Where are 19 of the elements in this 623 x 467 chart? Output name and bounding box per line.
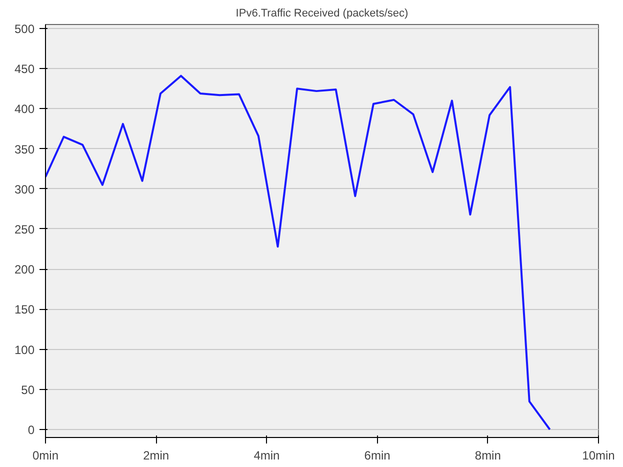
x-tick-label: 0min (32, 448, 59, 462)
y-tick-label: 100 (14, 342, 35, 357)
x-tick-label: 4min (254, 448, 280, 462)
x-tick-label: 10min (582, 448, 615, 462)
line-series (46, 74, 551, 430)
y-tick-label: 250 (14, 222, 35, 236)
y-tick-label: 150 (14, 302, 35, 317)
x-tick-label: 6min (364, 448, 390, 462)
chart-title: IPv6.Traffic Received (packets/sec) (236, 8, 408, 20)
y-tick-label: 0 (28, 422, 35, 437)
y-tick-label: 400 (14, 102, 35, 116)
y-tick-label: 350 (14, 142, 35, 156)
y-tick-label: 300 (14, 182, 35, 196)
x-tick-label: 8min (474, 448, 501, 462)
y-tick-label: 50 (21, 382, 35, 397)
y-tick-label: 500 (14, 22, 35, 36)
x-tick-label: 2min (143, 448, 170, 462)
y-tick-label: 200 (14, 262, 35, 277)
y-tick-label: 450 (14, 62, 35, 76)
